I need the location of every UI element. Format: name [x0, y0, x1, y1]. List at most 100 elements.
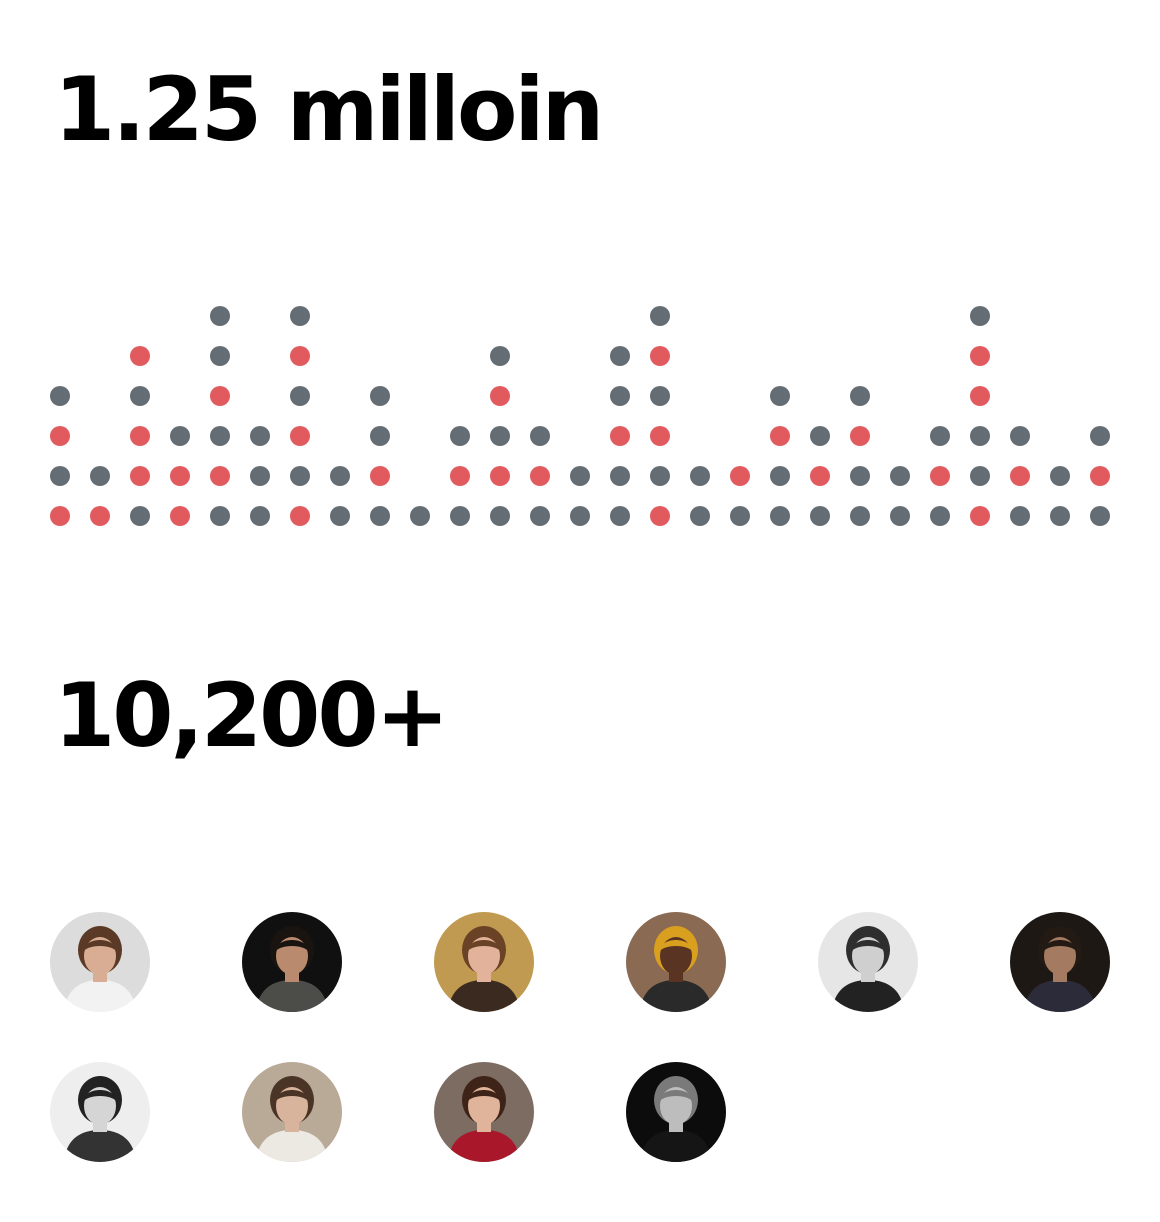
dot-highlight: [450, 466, 470, 486]
avatar[interactable]: [50, 912, 150, 1012]
dot: [610, 506, 630, 526]
dot: [810, 506, 830, 526]
dot: [290, 306, 310, 326]
dot: [970, 306, 990, 326]
avatar-photo: [626, 1062, 726, 1162]
avatar-photo: [626, 912, 726, 1012]
avatar-photo: [242, 1062, 342, 1162]
dot-highlight: [1010, 466, 1030, 486]
avatar-photo: [50, 912, 150, 1012]
avatar[interactable]: [818, 912, 918, 1012]
dot: [650, 466, 670, 486]
dot-highlight: [650, 426, 670, 446]
dot-highlight: [210, 386, 230, 406]
dot: [1050, 466, 1070, 486]
dot-highlight: [370, 466, 390, 486]
avatar[interactable]: [50, 1062, 150, 1162]
dot: [210, 306, 230, 326]
avatar-photo: [242, 912, 342, 1012]
dot: [650, 306, 670, 326]
dot: [1010, 426, 1030, 446]
avatar[interactable]: [626, 1062, 726, 1162]
dot: [1010, 506, 1030, 526]
dot: [770, 506, 790, 526]
dot: [90, 466, 110, 486]
dot: [810, 426, 830, 446]
avatar-photo: [434, 1062, 534, 1162]
dot-highlight: [650, 506, 670, 526]
dot: [1090, 506, 1110, 526]
dot-highlight: [930, 466, 950, 486]
dot-highlight: [130, 466, 150, 486]
dot: [370, 506, 390, 526]
dot: [610, 386, 630, 406]
dot-highlight: [50, 506, 70, 526]
users-count: 10,200+: [54, 664, 449, 767]
dot: [570, 506, 590, 526]
dot-highlight: [130, 426, 150, 446]
dot-highlight: [50, 426, 70, 446]
dot-highlight: [290, 346, 310, 366]
dot: [450, 506, 470, 526]
avatar-photo: [50, 1062, 150, 1162]
dot: [210, 346, 230, 366]
dot-highlight: [90, 506, 110, 526]
dot: [370, 386, 390, 406]
dot: [490, 426, 510, 446]
dot-highlight: [970, 346, 990, 366]
dot: [570, 466, 590, 486]
dot: [650, 386, 670, 406]
dot: [50, 466, 70, 486]
dot: [210, 426, 230, 446]
dot-highlight: [730, 466, 750, 486]
dot: [770, 466, 790, 486]
dot: [970, 426, 990, 446]
dot: [450, 426, 470, 446]
dot: [690, 466, 710, 486]
avatar[interactable]: [626, 912, 726, 1012]
dot-highlight: [650, 346, 670, 366]
dot-highlight: [970, 386, 990, 406]
dot-highlight: [210, 466, 230, 486]
avatar[interactable]: [242, 912, 342, 1012]
avatar-photo: [434, 912, 534, 1012]
dot: [1090, 426, 1110, 446]
dot-matrix-chart: [0, 0, 1160, 560]
dot: [850, 466, 870, 486]
dot: [890, 466, 910, 486]
dot: [770, 386, 790, 406]
avatar[interactable]: [434, 912, 534, 1012]
dot: [850, 506, 870, 526]
dot: [530, 506, 550, 526]
dot-highlight: [810, 466, 830, 486]
dot: [610, 466, 630, 486]
dot-highlight: [130, 346, 150, 366]
dot-highlight: [770, 426, 790, 446]
dot: [970, 466, 990, 486]
dot: [170, 426, 190, 446]
dot-highlight: [170, 506, 190, 526]
dot: [330, 466, 350, 486]
avatar[interactable]: [434, 1062, 534, 1162]
dot: [250, 426, 270, 446]
dot: [250, 506, 270, 526]
dot: [1050, 506, 1070, 526]
dot: [930, 506, 950, 526]
avatar[interactable]: [242, 1062, 342, 1162]
dot: [290, 466, 310, 486]
dot-highlight: [490, 386, 510, 406]
dot: [890, 506, 910, 526]
dot: [530, 426, 550, 446]
dot: [330, 506, 350, 526]
dot-highlight: [170, 466, 190, 486]
dot: [130, 386, 150, 406]
avatar-photo: [1010, 912, 1110, 1012]
dot: [690, 506, 710, 526]
dot: [410, 506, 430, 526]
avatar-photo: [818, 912, 918, 1012]
dot: [730, 506, 750, 526]
dot-highlight: [610, 426, 630, 446]
dot-highlight: [290, 506, 310, 526]
avatar[interactable]: [1010, 912, 1110, 1012]
dot: [290, 386, 310, 406]
